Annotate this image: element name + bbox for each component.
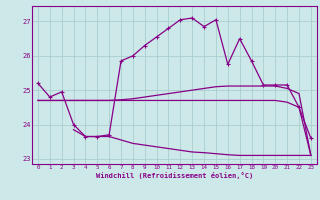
X-axis label: Windchill (Refroidissement éolien,°C): Windchill (Refroidissement éolien,°C) — [96, 172, 253, 179]
